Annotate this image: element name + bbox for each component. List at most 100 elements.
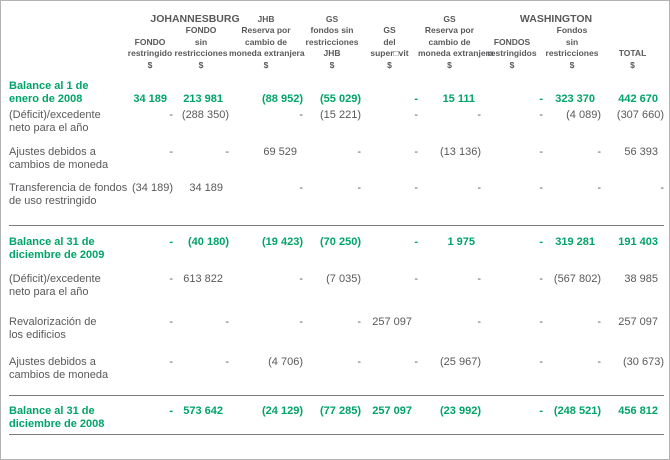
column-header-line: restringido (127, 48, 173, 58)
column-header-line: sin (194, 36, 208, 47)
table-cell: - (477, 273, 481, 285)
table-cell: - (539, 405, 543, 417)
table-cell: - (539, 356, 543, 368)
column-header-line: $ (387, 59, 392, 70)
row-label-line: (Déficit)/excedente (9, 109, 101, 121)
table-cell: 442 670 (618, 93, 658, 105)
column-header: GS fondos sin restricciones JHB $ (303, 14, 361, 72)
table-cell: (4 089) (566, 109, 601, 121)
table-cell: 38 985 (624, 273, 658, 285)
table-cell: (55 029) (320, 93, 361, 105)
table-cell: 56 393 (624, 146, 658, 158)
row-label: Transferencia de fondos de uso restringid… (9, 182, 127, 208)
table-cell: (307 660) (616, 109, 664, 121)
table-cell: (25 967) (440, 356, 481, 368)
column-header-line: restricciones (174, 48, 228, 58)
table-cell: 257 097 (618, 316, 658, 328)
row-label-line: Ajustes debidos a (9, 356, 96, 368)
table-cell: - (414, 356, 418, 368)
table-cell: - (169, 405, 173, 417)
table-cell: (19 423) (262, 236, 303, 248)
group-header-johannesburg: JOHANNESBURG (150, 13, 240, 25)
column-header-line: TOTAL (618, 48, 647, 58)
table-cell: - (225, 146, 229, 158)
table-cell: - (169, 316, 173, 328)
table-cell: - (414, 109, 418, 121)
table-cell: (30 673) (623, 356, 664, 368)
table-cell: (15 221) (320, 109, 361, 121)
column-header-line: $ (263, 59, 269, 70)
divider-rule (9, 434, 664, 435)
table-cell: 456 812 (618, 405, 658, 417)
column-header-line: cambio de (244, 36, 288, 47)
column-header-line: GS (325, 13, 339, 24)
column-header-line: Fondos (556, 25, 588, 35)
column-header-line: super□vit (370, 48, 409, 58)
table-body: Balance al 1 de enero de 2008 34 189 213 98… (9, 80, 669, 435)
column-header-line: restringidos (487, 48, 537, 58)
table-row: Balance al 31 de diciembre de 2009 - (40 18… (9, 236, 669, 262)
column-header-line: $ (569, 59, 575, 70)
table-cell: - (597, 146, 601, 158)
table-cell: 257 097 (372, 405, 412, 417)
column-header: TOTAL $ (601, 48, 664, 71)
table-cell: 573 642 (183, 405, 223, 417)
row-label: Balance al 1 de enero de 2008 (9, 80, 127, 106)
row-label-line: diciembre de 2009 (9, 249, 105, 261)
row-label-line: los edificios (9, 329, 66, 341)
row-label-line: (Déficit)/excedente (9, 273, 101, 285)
column-header-line: moneda extranjera (418, 48, 494, 58)
row-label-line: Transferencia de fondos (9, 182, 128, 194)
column-header-line: restricciones (545, 48, 599, 58)
column-header-line: FONDO (134, 36, 166, 47)
column-header: GS Reserva por cambio de moneda extranjera $ (418, 14, 494, 72)
group-header-washington: WASHINGTON (519, 13, 593, 25)
table-cell: - (477, 316, 481, 328)
column-header-line: $ (198, 59, 204, 70)
row-label-line: diciembre de 2008 (9, 418, 105, 430)
column-header-line: FONDOS (493, 36, 531, 47)
table-cell: - (169, 273, 173, 285)
table-row: (Déficit)/excedente neto para el año - (288… (9, 109, 669, 135)
table-cell: - (597, 316, 601, 328)
table-cell: 323 370 (555, 93, 595, 105)
table-cell: - (414, 273, 418, 285)
row-label-line: cambios de moneda (9, 369, 109, 381)
table-cell: (77 285) (320, 405, 361, 417)
column-header-line: moneda extranjera (229, 48, 305, 58)
table-cell: - (169, 236, 173, 248)
column-header-line: JHB (323, 48, 341, 58)
table-cell: - (539, 236, 543, 248)
row-label-line: enero de 2008 (9, 93, 83, 105)
table-cell: - (539, 109, 543, 121)
table-cell: - (169, 109, 173, 121)
table-cell: - (597, 182, 601, 194)
table-cell: - (597, 356, 601, 368)
column-header-line: cambio de (428, 36, 471, 47)
column-header-line: GS (383, 25, 396, 35)
table-cell: - (477, 109, 481, 121)
table-cell: 191 403 (618, 236, 658, 248)
row-label: Ajustes debidos a cambios de moneda (9, 146, 127, 172)
row-label: Revalorización de los edificios (9, 316, 127, 342)
table-cell: 34 189 (189, 182, 223, 194)
table-cell: - (414, 236, 418, 248)
row-label-line: Revalorización de (9, 316, 97, 328)
table-cell: (70 250) (320, 236, 361, 248)
row-label: Balance al 31 de diciembre de 2008 (9, 405, 127, 431)
column-header-line: Reserva por (241, 25, 291, 35)
column-header: Fondos sin restricciones $ (543, 25, 601, 71)
column-header-line: $ (630, 59, 635, 70)
row-label-line: cambios de moneda (9, 159, 109, 171)
table-cell: - (357, 356, 361, 368)
column-header-line: $ (147, 59, 153, 70)
row-label: (Déficit)/excedente neto para el año (9, 273, 127, 299)
row-label-line: Ajustes debidos a (9, 146, 96, 158)
table-cell: - (414, 93, 418, 105)
table-cell: (34 189) (132, 182, 173, 194)
table-cell: - (299, 182, 303, 194)
table-cell: (88 952) (262, 93, 303, 105)
table-cell: (24 129) (262, 405, 303, 417)
table-cell: 15 111 (442, 93, 475, 105)
